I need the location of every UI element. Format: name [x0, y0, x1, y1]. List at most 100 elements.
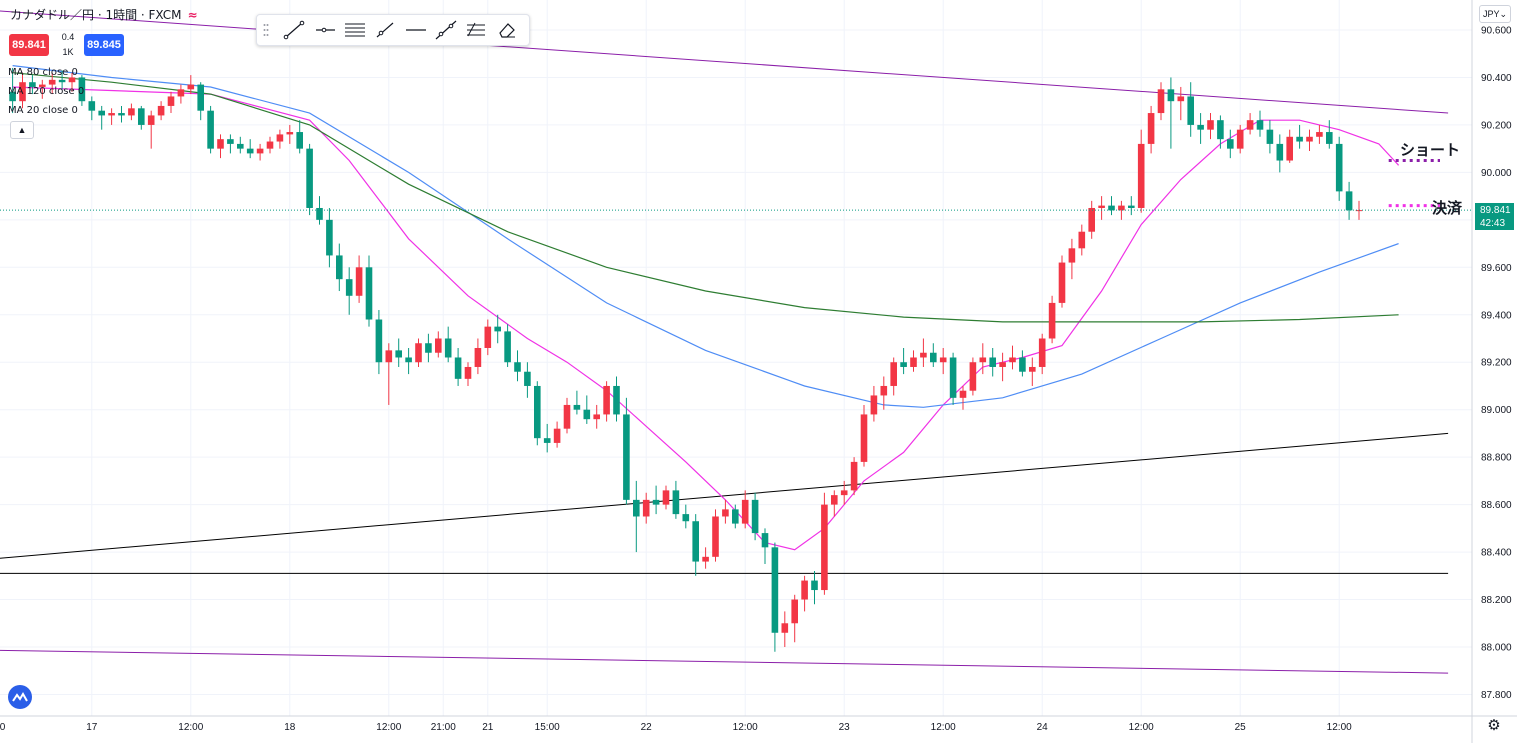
candle-body — [276, 134, 284, 142]
candle-body — [464, 366, 472, 379]
candle-body — [1108, 205, 1115, 211]
chevron-up-icon[interactable]: ▲ — [10, 121, 34, 139]
horizontal-ray-icon[interactable] — [312, 18, 338, 42]
candle-body — [761, 533, 769, 548]
indicator-ma-80[interactable]: MA 80 close 0 — [8, 67, 78, 78]
candle-body — [702, 556, 709, 562]
candle-body — [138, 108, 145, 125]
time-tick-label: 18 — [284, 722, 296, 733]
price-tick-label: 88.200 — [1481, 595, 1512, 606]
candle-body — [167, 96, 175, 106]
exit-annotation[interactable]: 決済 — [1432, 199, 1463, 217]
candle-body — [227, 139, 234, 144]
candle-body — [1029, 366, 1036, 372]
candle-body — [1266, 129, 1274, 144]
candle-body — [1286, 136, 1293, 161]
short-annotation[interactable]: ショート — [1400, 141, 1461, 159]
candle-body — [642, 499, 650, 517]
candle-body — [1137, 143, 1145, 208]
candle-body — [860, 414, 868, 462]
candle-body — [474, 347, 482, 367]
candle-body — [385, 350, 393, 363]
lot-size: 1K — [62, 47, 74, 57]
candle-body — [1058, 262, 1066, 303]
candle-body — [751, 499, 759, 534]
time-tick-label: 21:00 — [431, 722, 456, 733]
candle-body — [722, 509, 729, 517]
time-tick-label: 25 — [1235, 722, 1247, 733]
trend-line[interactable] — [0, 432, 1449, 564]
candle-body — [58, 79, 66, 83]
candle-body — [959, 390, 967, 398]
candle-body — [1345, 191, 1353, 211]
candle-body — [484, 326, 492, 348]
eraser-icon[interactable] — [494, 18, 520, 42]
candle-body — [1306, 136, 1313, 142]
gear-icon[interactable]: ⚙ — [1487, 717, 1501, 734]
candle-body — [246, 148, 254, 154]
candle-body — [435, 338, 442, 353]
price-tick-label: 87.800 — [1481, 690, 1512, 701]
fib-retracement-icon[interactable] — [463, 18, 489, 42]
candle-body — [583, 409, 591, 420]
candle-body — [157, 105, 165, 116]
candle-body — [68, 77, 76, 83]
candle-body — [306, 148, 313, 208]
candle-body — [1296, 136, 1303, 142]
candle-body — [1246, 120, 1254, 130]
candle-body — [187, 84, 195, 90]
moving-average-line — [12, 65, 1399, 408]
ray-icon[interactable] — [372, 18, 398, 42]
currency-selector[interactable]: JPY⌄ — [1479, 5, 1511, 23]
candle-body — [1118, 205, 1125, 211]
currency-label: JPY — [1482, 9, 1500, 19]
buy-button[interactable]: 89.845 — [84, 34, 124, 56]
candle-body — [256, 148, 264, 154]
candle-body — [286, 132, 294, 135]
indicator-ma-20[interactable]: MA 20 close 0 — [8, 105, 78, 116]
candle-body — [781, 623, 789, 633]
candle-body — [217, 139, 224, 149]
candle-body — [316, 207, 323, 220]
candle-body — [9, 91, 16, 102]
candle-body — [771, 547, 779, 633]
symbol-header[interactable]: カナダドル／円 · 1時間 · FXCM ≈ — [10, 6, 198, 23]
price-tick-label: 89.400 — [1481, 310, 1512, 321]
candle-body — [900, 362, 907, 367]
candle-body — [712, 516, 719, 557]
parallel-channel-icon[interactable] — [342, 18, 368, 42]
candle-body — [920, 352, 927, 358]
candle-body — [732, 509, 739, 524]
indicator-ma-120[interactable]: MA 120 close 0 — [8, 86, 85, 97]
candle-body — [98, 110, 105, 116]
candle-body — [1187, 96, 1194, 125]
candle-body — [237, 143, 244, 149]
candle-body — [633, 499, 640, 517]
candle-body — [1326, 132, 1333, 144]
price-tick-label: 89.000 — [1481, 405, 1512, 416]
time-tick-label: 24 — [1037, 722, 1049, 733]
candle-body — [1147, 113, 1155, 144]
time-tick-label: 12:00 — [178, 722, 203, 733]
candle-body — [1335, 143, 1343, 192]
candle-body — [682, 514, 690, 522]
trend-line[interactable] — [0, 6, 1449, 114]
trend-line-icon[interactable] — [281, 18, 307, 42]
candle-body — [504, 331, 511, 363]
time-tick-label: 12:00 — [0, 722, 6, 733]
drag-handle-icon[interactable] — [263, 23, 269, 37]
tradingview-logo-icon[interactable] — [8, 685, 32, 709]
candle-body — [118, 113, 125, 116]
candle-body — [801, 580, 808, 600]
time-tick-label: 17 — [86, 722, 98, 733]
sell-button[interactable]: 89.841 — [9, 34, 49, 56]
candle-body — [425, 343, 432, 353]
horizontal-line-icon[interactable] — [403, 18, 429, 42]
candle-body — [1276, 143, 1284, 161]
extended-line-icon[interactable] — [433, 18, 459, 42]
candle-body — [613, 385, 620, 415]
candle-body — [910, 357, 917, 367]
candle-body — [326, 219, 333, 256]
trend-line[interactable] — [0, 649, 1449, 674]
